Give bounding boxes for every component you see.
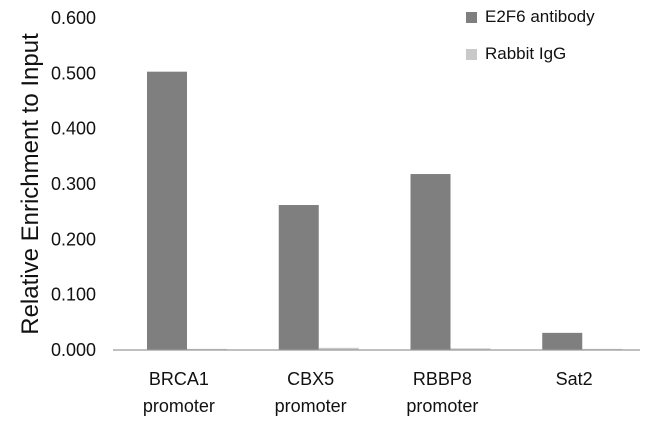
x-tick-label-line-1: CBX5 [287, 369, 334, 389]
x-tick-label-line-1: RBBP8 [413, 369, 472, 389]
e2f6-antibody-bar [278, 205, 319, 350]
y-tick-label: 0.100 [51, 285, 96, 305]
y-tick-label: 0.400 [51, 119, 96, 139]
legend-swatch-e2f6-antibody [466, 12, 477, 23]
x-axis-labels: BRCA1 promoter CBX5 promoter RBBP8 promoter Sa… [143, 369, 593, 416]
x-tick-label-line-2: promoter [143, 396, 215, 416]
x-tick-label-line-1: Sat2 [556, 369, 593, 389]
legend-label-e2f6-antibody: E2F6 antibody [485, 7, 595, 26]
x-tick-label-line-1: BRCA1 [149, 369, 209, 389]
e2f6-antibody-bar [542, 332, 583, 350]
y-tick-label: 0.500 [51, 63, 96, 83]
legend: E2F6 antibody Rabbit IgG [466, 7, 595, 63]
y-tick-label: 0.200 [51, 229, 96, 249]
y-tick-label: 0.000 [51, 340, 96, 360]
y-tick-label: 0.300 [51, 174, 96, 194]
legend-label-rabbit-igg: Rabbit IgG [485, 44, 566, 63]
y-tick-label: 0.600 [51, 8, 96, 28]
e2f6-antibody-bar [410, 174, 451, 350]
rabbit-igg-bar [450, 348, 491, 350]
bars [147, 71, 623, 351]
e2f6-antibody-bar [147, 71, 187, 350]
x-tick-label-line-2: promoter [406, 396, 478, 416]
rabbit-igg-bar [318, 347, 359, 350]
x-tick-label-line-2: promoter [275, 396, 347, 416]
legend-swatch-rabbit-igg [466, 49, 477, 60]
y-axis-ticks: 0.000 0.100 0.200 0.300 0.400 0.500 0.600 [51, 8, 96, 360]
y-axis-label: Relative Enrichment to Input [17, 33, 44, 335]
